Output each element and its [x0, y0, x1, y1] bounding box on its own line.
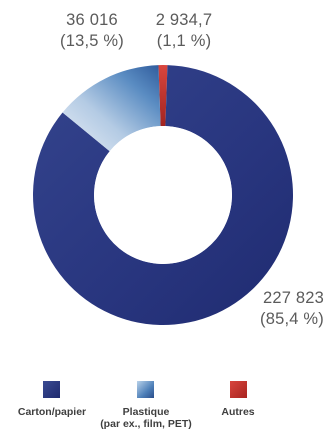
legend-swatch-autres — [230, 381, 247, 398]
donut-hole — [94, 126, 232, 264]
autres-percent-label: (1,1 %) — [156, 32, 212, 50]
slice-plastique — [62, 65, 161, 152]
carton-percent-label: (85,4 %) — [260, 310, 324, 328]
legend-label-plastique: Plastique — [122, 406, 170, 418]
legend-label-autres: Autres — [221, 406, 255, 418]
legend-swatch-plastique — [137, 381, 154, 398]
legend-item-carton: Carton/papier — [10, 406, 94, 418]
slice-autres — [158, 65, 168, 127]
carton-value-label: 227 823 — [262, 289, 324, 307]
plastique-value-label-group: 36 016 (13,5 %) — [52, 10, 132, 52]
autres-value-label: 2 934,7 — [155, 11, 213, 29]
legend-item-autres: Autres — [205, 406, 271, 418]
slice-carton-papier — [32, 65, 294, 325]
autres-value-label-group: 2 934,7 (1,1 %) — [143, 10, 225, 52]
carton-value-label-group: 227 823 (85,4 %) — [236, 288, 324, 330]
legend-sublabel-plastique: (par ex., film, PET) — [100, 418, 192, 430]
legend-swatch-carton — [43, 381, 60, 398]
legend-label-carton: Carton/papier — [17, 406, 87, 418]
legend-item-plastique: Plastique (par ex., film, PET) — [95, 406, 197, 430]
plastique-value-label: 36 016 — [66, 11, 118, 29]
plastique-percent-label: (13,5 %) — [60, 32, 124, 50]
